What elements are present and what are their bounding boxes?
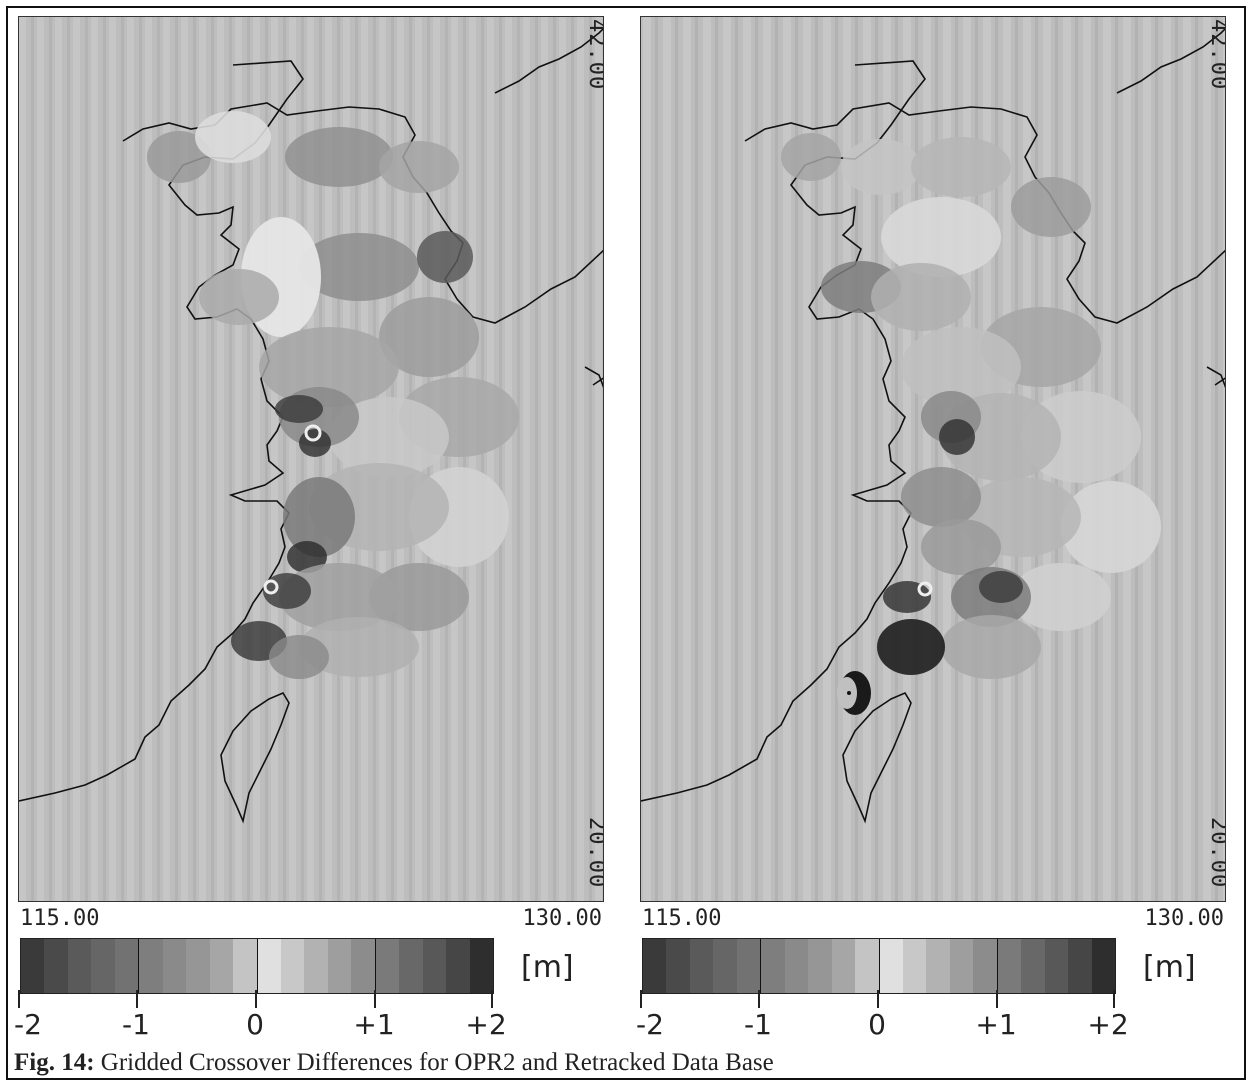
colorbar-swatch — [831, 939, 856, 993]
colorbar-tick — [758, 990, 760, 1008]
colorbar-swatch — [949, 939, 974, 993]
crossover-field-opr2 — [147, 111, 519, 679]
colorbar-tick-label: +2 — [1087, 1008, 1129, 1041]
coastline-korea — [1116, 27, 1225, 94]
colorbar-swatch — [446, 939, 470, 993]
taiwan-island — [220, 691, 290, 824]
colorbar-tick — [640, 990, 642, 1008]
coastline-korea-south — [584, 366, 603, 388]
lat-label-bottom: 20.00 — [584, 817, 604, 889]
map-svg-opr2 — [19, 17, 603, 901]
caption-label: Fig. 14: — [14, 1049, 95, 1076]
colorbar-swatch — [878, 939, 903, 993]
colorbar-swatch — [209, 939, 234, 993]
colorbar-swatch — [760, 939, 785, 993]
colorbar-ticks: -2 -1 0 +1 +2 — [636, 990, 1129, 1041]
colorbar-tick-label: +2 — [465, 1008, 507, 1041]
colorbar-swatch — [233, 939, 257, 993]
panel-opr2: 42.00 20.00 115.00 130.00 [m] -2 -1 0 +1… — [14, 16, 604, 1046]
colorbar-swatch — [91, 939, 115, 993]
colorbar-swatch — [21, 939, 45, 993]
colorbar-tick-label: -2 — [14, 1008, 42, 1041]
colorbar-swatch — [1044, 939, 1069, 993]
panel-retracked: 42.00 20.00 115.00 130.00 [m] -2 -1 0 +1… — [636, 16, 1226, 1046]
taiwan-island — [842, 691, 912, 824]
colorbar-swatch — [1091, 939, 1116, 993]
colorbar-swatch — [422, 939, 447, 993]
colorbar-tick-label: 0 — [246, 1008, 264, 1041]
colorbar-tick — [136, 990, 138, 1008]
colorbar-swatch — [855, 939, 879, 993]
colorbar-swatch — [256, 939, 281, 993]
colorbar-tick — [255, 990, 257, 1008]
colorbar-tick-label: 0 — [868, 1008, 886, 1041]
colorbar-swatch — [808, 939, 832, 993]
colorbar-swatch — [666, 939, 690, 993]
colorbar-swatch — [67, 939, 92, 993]
colorbar-tick-label: +1 — [975, 1008, 1017, 1041]
colorbar-swatch — [374, 939, 400, 993]
coastline-mainland — [19, 60, 304, 802]
map-svg-retracked — [641, 17, 1225, 901]
map-opr2: 42.00 20.00 — [18, 16, 604, 902]
colorbar-swatch — [44, 939, 68, 993]
caption-text: Gridded Crossover Differences for OPR2 a… — [100, 1049, 774, 1076]
colorbar-tick-label: -1 — [744, 1008, 772, 1041]
colorbar-swatch — [162, 939, 187, 993]
colorbar — [642, 938, 1116, 994]
colorbar-swatch — [138, 939, 163, 993]
colorbar-tick — [18, 990, 20, 1008]
coastline-korea — [494, 27, 603, 94]
colorbar-swatch — [902, 939, 927, 993]
colorbar-swatch — [351, 939, 375, 993]
colorbar-swatch — [469, 939, 494, 993]
crossover-field-retracked — [781, 133, 1161, 715]
colorbar-swatch — [689, 939, 714, 993]
colorbar-swatch — [399, 939, 423, 993]
colorbar-swatch — [973, 939, 997, 993]
unit-label: [m] — [1143, 950, 1196, 985]
colorbar-tick — [877, 990, 879, 1008]
lat-label-bottom: 20.00 — [1206, 817, 1226, 889]
lon-label-min: 115.00 — [642, 906, 722, 931]
lon-label-max: 130.00 — [1144, 906, 1224, 931]
colorbar-tick-label: -1 — [122, 1008, 150, 1041]
lat-label-top: 42.00 — [584, 19, 604, 91]
coastline-korea-south — [1206, 366, 1225, 388]
unit-label: [m] — [521, 950, 574, 985]
colorbar-swatch — [327, 939, 352, 993]
colorbar-swatch — [784, 939, 809, 993]
colorbar-tick — [491, 990, 493, 1008]
lon-label-min: 115.00 — [20, 906, 100, 931]
colorbar-ticks: -2 -1 0 +1 +2 — [14, 990, 507, 1041]
colorbar-swatch — [1068, 939, 1092, 993]
colorbar-swatch — [996, 939, 1022, 993]
lon-label-max: 130.00 — [522, 906, 602, 931]
colorbar-tick-label: +1 — [353, 1008, 395, 1041]
colorbar-swatch — [114, 939, 139, 993]
colorbar-swatch — [643, 939, 667, 993]
colorbar-swatch — [280, 939, 305, 993]
colorbar-swatch — [186, 939, 210, 993]
colorbar-swatch — [304, 939, 328, 993]
colorbar-tick — [996, 990, 998, 1008]
colorbar-swatch — [926, 939, 950, 993]
colorbar — [20, 938, 494, 994]
map-retracked: 42.00 20.00 — [640, 16, 1226, 902]
colorbar-swatch — [736, 939, 761, 993]
figure-caption: Fig. 14: Gridded Crossover Differences f… — [14, 1049, 774, 1077]
colorbar-tick — [1113, 990, 1115, 1008]
colorbar-tick-label: -2 — [636, 1008, 664, 1041]
colorbar-tick — [374, 990, 376, 1008]
lat-label-top: 42.00 — [1206, 19, 1226, 91]
coastline-north — [744, 102, 1225, 324]
colorbar-swatch — [1021, 939, 1045, 993]
colorbar-swatch — [713, 939, 737, 993]
coastline-mainland — [641, 60, 926, 802]
